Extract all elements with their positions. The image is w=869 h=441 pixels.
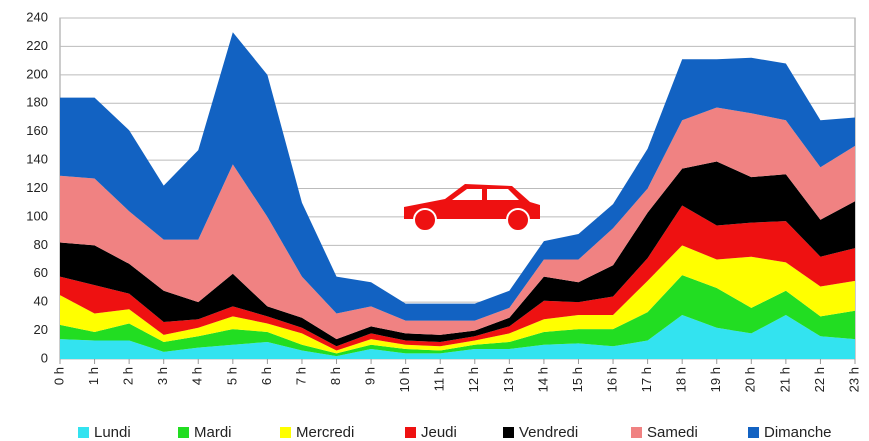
x-tick-label: 11 h: [432, 367, 447, 391]
legend-label: Jeudi: [421, 424, 457, 441]
x-tick-label: 14 h: [535, 367, 550, 392]
legend-label: Mercredi: [296, 424, 354, 441]
x-tick-label: 21 h: [777, 367, 792, 392]
legend-label: Lundi: [94, 424, 131, 441]
area: [60, 32, 855, 321]
x-tick-label: 5 h: [224, 367, 239, 385]
areas: [60, 32, 855, 359]
x-tick-label: 9 h: [363, 367, 378, 385]
legend-swatch: [748, 427, 759, 438]
area: [60, 161, 855, 347]
legend-label: Vendredi: [519, 424, 578, 441]
area: [60, 107, 855, 340]
x-tick-label: 15 h: [570, 367, 585, 392]
y-tick-label: 120: [26, 180, 48, 195]
x-tick-label: 12 h: [466, 367, 481, 392]
legend-swatch: [178, 427, 189, 438]
y-tick-label: 60: [34, 265, 48, 280]
legend-swatch: [78, 427, 89, 438]
x-tick-label: 3 h: [155, 367, 170, 385]
x-tick-label: 23 h: [846, 367, 861, 392]
legend-label: Dimanche: [764, 424, 832, 441]
legend-swatch: [503, 427, 514, 438]
x-tick-label: 18 h: [674, 367, 689, 392]
y-tick-label: 100: [26, 208, 48, 223]
legend-label: Mardi: [194, 424, 232, 441]
x-tick-label: 4 h: [190, 367, 205, 385]
x-tick-label: 10 h: [397, 367, 412, 392]
area: [60, 245, 855, 354]
y-tick-label: 40: [34, 294, 48, 309]
y-tick-label: 20: [34, 322, 48, 337]
legend-label: Samedi: [647, 424, 698, 441]
x-tick-label: 7 h: [293, 367, 308, 385]
legend-swatch: [631, 427, 642, 438]
legend-swatch: [280, 427, 291, 438]
y-tick-label: 180: [26, 95, 48, 110]
x-tick-label: 22 h: [812, 367, 827, 392]
y-tick-label: 140: [26, 152, 48, 167]
y-tick-label: 200: [26, 66, 48, 81]
axes: 0 20 40 60 80 100 120 140 160 180 200 220 240 0 h 1 h 2…: [26, 9, 861, 392]
x-tick-label: 20 h: [743, 367, 758, 392]
x-tick-label: 2 h: [121, 367, 136, 385]
y-tick-label: 220: [26, 38, 48, 53]
y-tick-label: 0: [41, 350, 48, 365]
x-tick-label: 19 h: [708, 367, 723, 392]
legend-swatch: [405, 427, 416, 438]
y-tick-label: 160: [26, 123, 48, 138]
x-tick-label: 8 h: [328, 367, 343, 385]
area: [60, 314, 855, 359]
x-tick-label: 16 h: [604, 367, 619, 392]
x-tick-label: 6 h: [259, 367, 274, 385]
x-tick-label: 1 h: [86, 367, 101, 385]
x-tick-label: 0 h: [51, 367, 66, 385]
y-tick-label: 80: [34, 237, 48, 252]
area: [60, 275, 855, 357]
y-tick-label: 240: [26, 9, 48, 24]
x-tick-label: 13 h: [501, 367, 516, 392]
x-tick-label: 17 h: [639, 367, 654, 392]
car-icon: [404, 184, 540, 232]
area: [60, 205, 855, 351]
